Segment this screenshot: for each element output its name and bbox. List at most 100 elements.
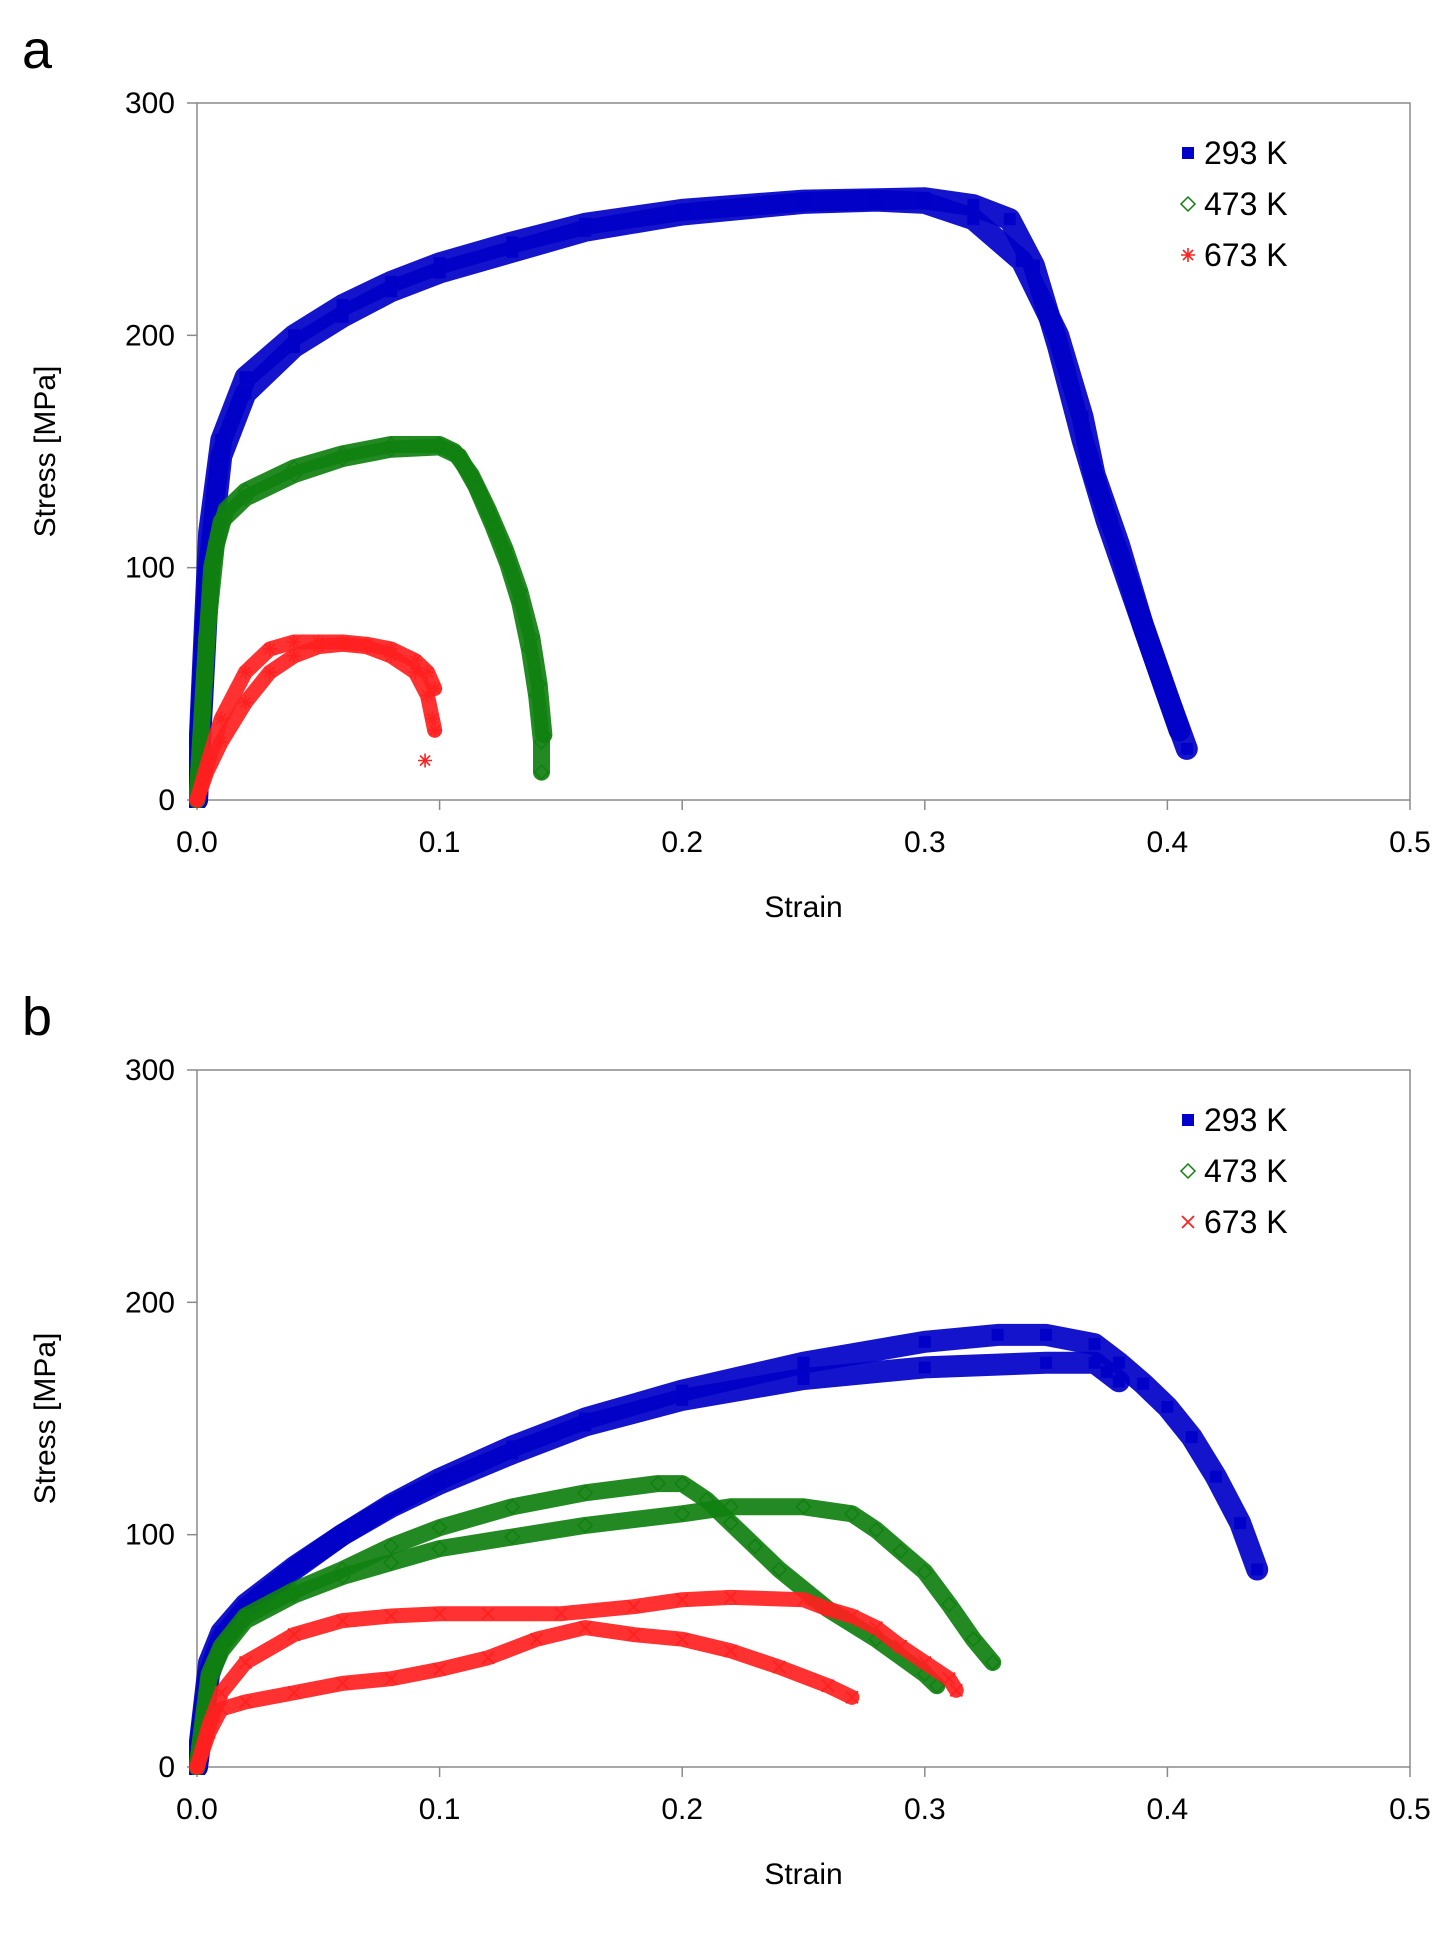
data-point xyxy=(1185,1431,1198,1444)
data-point xyxy=(845,1609,859,1623)
data-point xyxy=(202,1718,216,1732)
data-point xyxy=(285,1587,303,1604)
data-point xyxy=(446,443,463,460)
data-point xyxy=(722,1514,739,1532)
data-point xyxy=(287,648,302,663)
data-point xyxy=(237,1612,254,1629)
legend-marker xyxy=(1181,248,1195,262)
data-point xyxy=(1088,1338,1101,1351)
data-point xyxy=(418,753,433,768)
data-point xyxy=(420,665,435,680)
data-point xyxy=(238,695,253,710)
legend-label: 673 K xyxy=(1204,237,1288,273)
data-point xyxy=(674,1505,691,1522)
data-point xyxy=(1003,213,1016,226)
data-point xyxy=(577,1484,594,1501)
data-point xyxy=(384,641,399,656)
chart-panel-b: b 0 100 200 300 0.0 0.1 0.2 0.3 0.4 0.5 Strain Stres… xyxy=(22,987,1431,1891)
data-point xyxy=(928,1677,945,1694)
x-tick-label: 0.3 xyxy=(904,826,946,859)
data-point xyxy=(771,1561,788,1578)
y-tick-label: 100 xyxy=(125,1519,175,1552)
data-point xyxy=(383,1554,400,1571)
data-point xyxy=(892,1542,909,1559)
data-point xyxy=(262,641,277,656)
data-point xyxy=(480,501,497,518)
data-point xyxy=(431,1540,448,1557)
data-point xyxy=(239,371,252,384)
data-point xyxy=(991,1328,1004,1341)
data-point xyxy=(287,635,302,650)
data-point xyxy=(433,257,446,270)
data-point xyxy=(262,665,277,680)
series-673-k xyxy=(189,634,443,808)
data-point xyxy=(821,1602,835,1616)
data-point xyxy=(627,1627,641,1642)
data-point xyxy=(384,1672,398,1686)
data-point xyxy=(506,236,519,249)
y-tick-label: 200 xyxy=(125,1286,175,1319)
data-point xyxy=(772,1660,786,1674)
y-tick-label: 300 xyxy=(125,87,175,120)
data-point xyxy=(578,1620,592,1635)
data-point xyxy=(1112,1375,1125,1388)
data-point xyxy=(675,1593,689,1607)
data-point xyxy=(214,711,229,726)
data-point xyxy=(285,459,303,476)
data-point xyxy=(425,711,440,726)
data-point xyxy=(797,1373,810,1386)
data-point xyxy=(359,637,374,652)
legend-label: 673 K xyxy=(1204,1204,1288,1240)
data-point xyxy=(722,1498,739,1515)
x-tick-label: 0.1 xyxy=(419,826,461,859)
data-point xyxy=(918,1361,931,1374)
data-point xyxy=(676,1393,689,1406)
data-point xyxy=(795,1498,812,1515)
y-tick-label: 300 xyxy=(125,1054,175,1087)
data-point xyxy=(1100,1366,1113,1379)
legend-label: 473 K xyxy=(1204,1153,1288,1189)
data-curve xyxy=(189,436,553,808)
data-point xyxy=(190,793,204,807)
data-point xyxy=(918,192,931,205)
data-point xyxy=(335,635,350,650)
data-point xyxy=(1027,259,1040,272)
data-point xyxy=(1125,584,1138,597)
data-point xyxy=(965,1631,982,1648)
data-point xyxy=(1088,1356,1101,1369)
legend-marker xyxy=(1179,195,1197,213)
y-axis-title: Stress [MPa] xyxy=(29,366,62,538)
data-point xyxy=(336,1528,349,1541)
data-point xyxy=(287,1686,301,1700)
data-point xyxy=(1137,1377,1150,1390)
data-point xyxy=(408,653,423,668)
legend-label: 473 K xyxy=(1204,186,1288,222)
data-point xyxy=(506,1447,519,1460)
x-tick-label: 0.0 xyxy=(176,1793,218,1826)
legend-marker xyxy=(1179,1162,1197,1180)
chart-panel-a: a 0 100 200 300 0.0 0.1 0.2 0.3 0.4 0.5 Strain Stres… xyxy=(22,20,1431,924)
data-point xyxy=(1234,1517,1247,1530)
data-point xyxy=(531,675,548,692)
data-point xyxy=(797,194,810,207)
data-point xyxy=(1149,654,1162,667)
data-point xyxy=(796,1593,811,1607)
plot-area-frame xyxy=(196,1069,1411,1768)
x-axis-title: Strain xyxy=(764,1858,842,1891)
data-point xyxy=(432,1607,447,1621)
data-point xyxy=(868,1521,885,1539)
data-point xyxy=(238,1655,253,1670)
data-point xyxy=(869,1620,883,1635)
x-tick-label: 0.5 xyxy=(1389,826,1431,859)
data-point xyxy=(504,1528,521,1546)
data-point xyxy=(383,436,400,453)
data-point xyxy=(821,1679,835,1693)
x-tick-label: 0.4 xyxy=(1147,826,1189,859)
data-point xyxy=(1251,1563,1264,1576)
data-point xyxy=(463,466,480,483)
legend: 293 K 473 K 673 K xyxy=(1179,1102,1288,1240)
data-point xyxy=(579,217,592,230)
data-point xyxy=(288,329,301,342)
data-point xyxy=(918,1655,932,1670)
